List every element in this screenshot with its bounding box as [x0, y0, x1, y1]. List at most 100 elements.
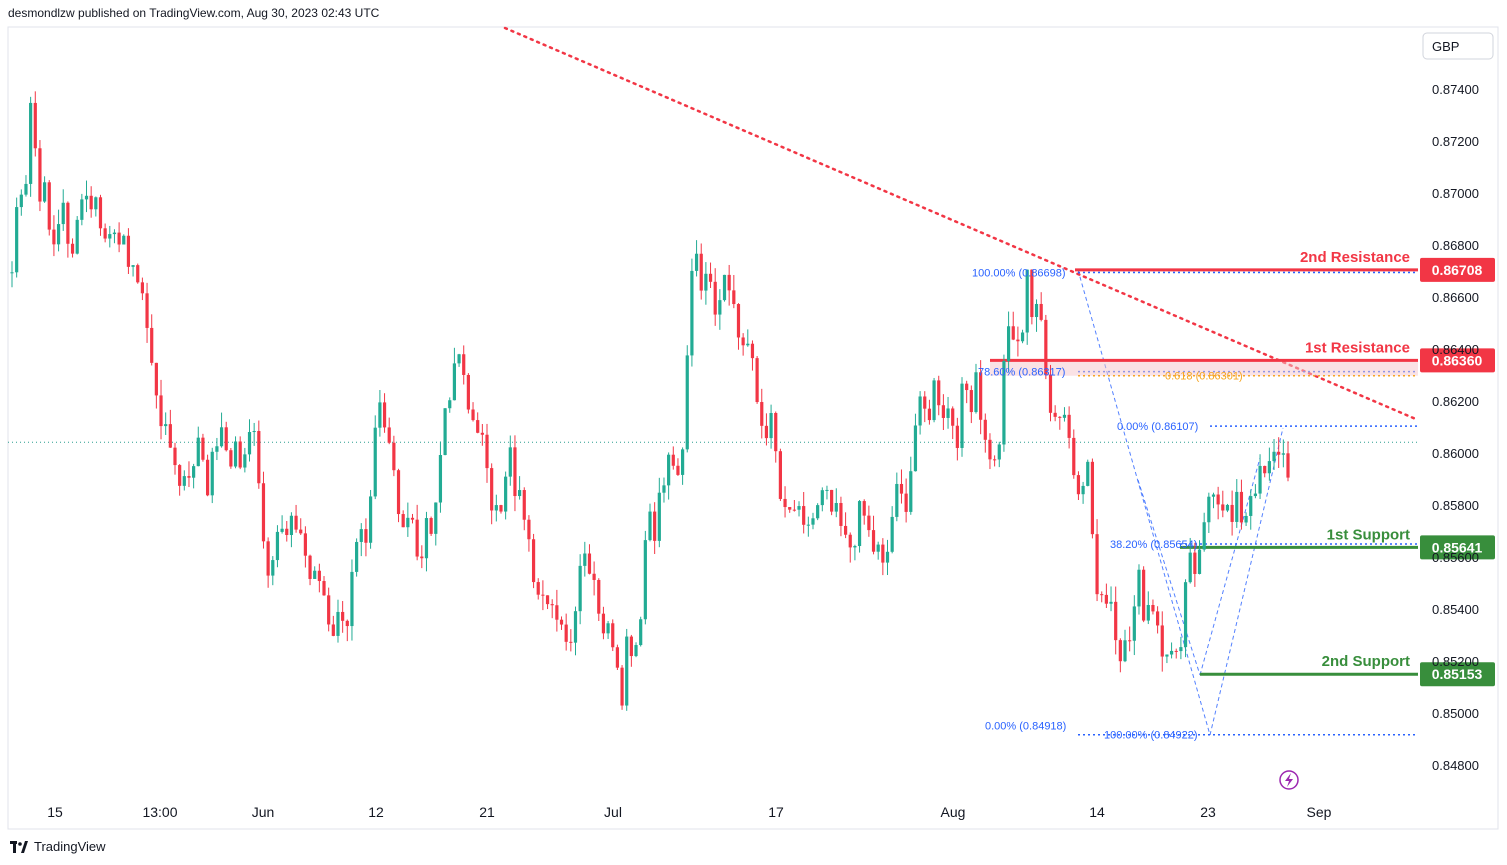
candle-body	[466, 374, 470, 410]
candle-body	[997, 444, 1001, 460]
candle-body	[322, 581, 326, 596]
candle-body	[699, 253, 703, 291]
candle-body	[1202, 522, 1206, 550]
fib-label: 38.20% (0.85654)	[1110, 539, 1197, 551]
candle-body	[56, 224, 61, 245]
candle-body	[597, 579, 601, 614]
candle-body	[1067, 414, 1071, 438]
candle-body	[988, 439, 992, 460]
candle-body	[839, 503, 843, 526]
candle-body	[247, 432, 252, 455]
candle-body	[522, 490, 526, 520]
candle-body	[1244, 515, 1248, 523]
candle-body	[969, 390, 973, 413]
candle-body	[792, 509, 796, 511]
x-tick-label: 12	[368, 804, 384, 820]
candle-body	[98, 197, 103, 229]
y-tick-label: 0.84800	[1432, 758, 1479, 773]
candle-body	[75, 219, 79, 254]
candle-body	[946, 408, 950, 418]
candle-body	[1016, 339, 1020, 342]
candle-body	[415, 519, 419, 557]
candle-body	[1142, 569, 1146, 621]
candle-body	[1239, 491, 1244, 523]
x-tick-label: 21	[479, 804, 495, 820]
candle-body	[1062, 414, 1067, 418]
candle-body	[629, 636, 633, 657]
candle-body	[620, 667, 624, 706]
candle-body	[1263, 465, 1267, 474]
candle-body	[1128, 640, 1132, 642]
y-tick-label: 0.86000	[1432, 446, 1479, 461]
candle-body	[1249, 496, 1253, 516]
candle-body	[154, 362, 158, 396]
candle-body	[1151, 604, 1155, 612]
fib-diagonal	[1137, 479, 1201, 676]
support-label: 1st Support	[1327, 526, 1410, 543]
y-tick-label: 0.86800	[1432, 238, 1479, 253]
candle-body	[1146, 604, 1150, 621]
candle-body	[499, 505, 503, 512]
candle-body	[122, 235, 126, 245]
candle-body	[173, 447, 177, 466]
candle-body	[1086, 461, 1090, 486]
candle-body	[396, 470, 401, 515]
candle-body	[806, 524, 810, 526]
candle-body	[569, 641, 573, 643]
candle-body	[1258, 465, 1262, 494]
candle-body	[1165, 654, 1169, 657]
candle-body	[979, 372, 983, 420]
x-tick-label: 14	[1089, 804, 1105, 820]
candle-body	[932, 380, 936, 421]
candle-body	[531, 539, 536, 583]
trend-line	[503, 26, 1420, 422]
candle-body	[811, 518, 815, 525]
candle-body	[1272, 451, 1276, 462]
candle-body	[448, 400, 452, 409]
candle-body	[429, 518, 433, 534]
candle-body	[229, 450, 233, 467]
candle-body	[140, 282, 144, 294]
candle-body	[443, 408, 447, 456]
resistance-price-tag	[1420, 348, 1495, 373]
candle-body	[899, 483, 904, 494]
candle-body	[750, 343, 755, 359]
candles-layer	[10, 91, 1290, 711]
candle-body	[345, 620, 349, 627]
candle-body	[89, 195, 93, 210]
footer-brand[interactable]: TradingView	[10, 839, 106, 854]
candle-body	[983, 419, 987, 440]
y-tick-label: 0.86200	[1432, 394, 1479, 409]
candle-body	[42, 182, 47, 202]
candle-body	[783, 498, 787, 508]
candle-body	[61, 202, 65, 225]
candle-body	[210, 451, 214, 496]
candle-body	[871, 530, 876, 552]
candle-body	[299, 529, 303, 534]
candle-body	[303, 533, 307, 556]
candle-body	[625, 636, 629, 706]
candle-body	[29, 102, 33, 184]
candle-body	[480, 432, 484, 435]
candle-body	[1030, 269, 1034, 318]
candle-body	[1034, 303, 1039, 318]
candle-body	[778, 451, 782, 499]
candle-body	[927, 408, 932, 421]
candle-body	[690, 270, 694, 356]
candle-body	[1118, 640, 1122, 662]
candle-body	[611, 623, 615, 648]
candle-body	[1137, 569, 1141, 607]
candle-body	[857, 501, 862, 547]
candle-body	[909, 471, 913, 512]
candle-body	[159, 395, 163, 427]
support-price-tag	[1420, 662, 1495, 687]
candle-body	[438, 455, 443, 503]
y-tick-label: 0.86600	[1432, 290, 1479, 305]
candle-body	[694, 253, 699, 271]
x-tick-label: Jun	[252, 804, 275, 820]
candle-body	[816, 505, 820, 519]
candle-body	[313, 570, 317, 579]
candle-body	[876, 544, 880, 552]
candle-body	[559, 619, 564, 625]
